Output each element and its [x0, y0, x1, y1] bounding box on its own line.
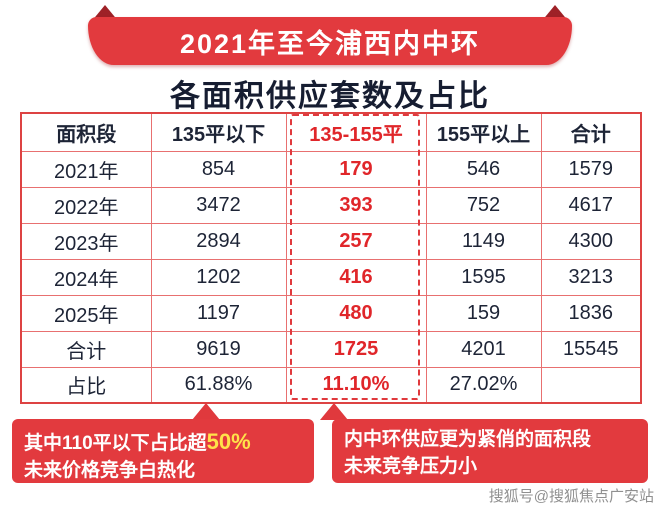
cell: 3213 [540, 258, 642, 296]
cell: 854 [150, 150, 287, 188]
table-row-total: 合计 9619 1725 4201 15545 [20, 330, 642, 368]
cell: 1579 [540, 150, 642, 188]
cell: 4300 [540, 222, 642, 260]
callout-right: 内中环供应更为紧俏的面积段 未来竞争压力小 [332, 419, 648, 483]
cell: 4617 [540, 186, 642, 224]
table-row: 2024年 1202 416 1595 3213 [20, 258, 642, 296]
cell: 27.02% [425, 366, 542, 404]
banner-title: 2021年至今浦西内中环 [88, 17, 572, 65]
supply-table: 面积段 135平以下 135-155平 155平以上 合计 2021年 854 … [20, 112, 642, 404]
cell: 2894 [150, 222, 287, 260]
callout-right-line1: 内中环供应更为紧俏的面积段 [344, 429, 592, 450]
row-label: 2025年 [20, 294, 152, 332]
cell: 61.88% [150, 366, 287, 404]
cell: 1595 [425, 258, 542, 296]
cell-highlight: 416 [285, 258, 427, 296]
cell: 1202 [150, 258, 287, 296]
cell: 1836 [540, 294, 642, 332]
table-row: 2021年 854 179 546 1579 [20, 150, 642, 188]
col-header-135-155: 135-155平 [285, 112, 427, 152]
row-label: 2023年 [20, 222, 152, 260]
row-label: 合计 [20, 330, 152, 368]
cell-highlight: 480 [285, 294, 427, 332]
table-row-percentage: 占比 61.88% 11.10% 27.02% [20, 366, 642, 404]
callout-left-line2: 未来价格竞争白热化 [24, 459, 196, 481]
col-header-above-155: 155平以上 [425, 112, 542, 152]
callout-left-highlight: 50% [206, 429, 251, 454]
cell: 9619 [150, 330, 287, 368]
pointer-up-left-icon [192, 403, 220, 420]
table-row: 2025年 1197 480 159 1836 [20, 294, 642, 332]
row-label: 占比 [20, 366, 152, 404]
row-label: 2021年 [20, 150, 152, 188]
table-row: 2023年 2894 257 1149 4300 [20, 222, 642, 260]
watermark: 搜狐号@搜狐焦点广安站 [488, 488, 654, 505]
col-header-below-135: 135平以下 [150, 112, 287, 152]
cell: 15545 [540, 330, 642, 368]
cell: 4201 [425, 330, 542, 368]
callout-left-line1: 其中110平以下占比超50% [24, 427, 302, 458]
callout-left-prefix: 其中110平以下占比超 [24, 433, 207, 454]
cell: 546 [425, 150, 542, 188]
cell: 752 [425, 186, 542, 224]
row-label: 2024年 [20, 258, 152, 296]
page-subtitle: 各面积供应套数及占比 [170, 80, 490, 113]
table-header-row: 面积段 135平以下 135-155平 155平以上 合计 [20, 112, 642, 152]
col-header-total: 合计 [540, 112, 642, 152]
table-row: 2022年 3472 393 752 4617 [20, 186, 642, 224]
callout-left: 其中110平以下占比超50% 未来价格竞争白热化 [12, 419, 314, 483]
callout-right-line2: 未来竞争压力小 [344, 455, 478, 477]
cell-highlight: 257 [285, 222, 427, 260]
cell: 159 [425, 294, 542, 332]
cell-highlight: 1725 [285, 330, 427, 368]
cell: 3472 [150, 186, 287, 224]
cell-highlight: 393 [285, 186, 427, 224]
ribbon-banner: 2021年至今浦西内中环 [88, 5, 572, 67]
cell [540, 366, 642, 404]
cell: 1149 [425, 222, 542, 260]
pointer-up-right-icon [320, 403, 348, 420]
col-header-area-segment: 面积段 [20, 112, 152, 152]
cell-highlight: 179 [285, 150, 427, 188]
cell-highlight: 11.10% [285, 366, 427, 404]
cell: 1197 [150, 294, 287, 332]
row-label: 2022年 [20, 186, 152, 224]
